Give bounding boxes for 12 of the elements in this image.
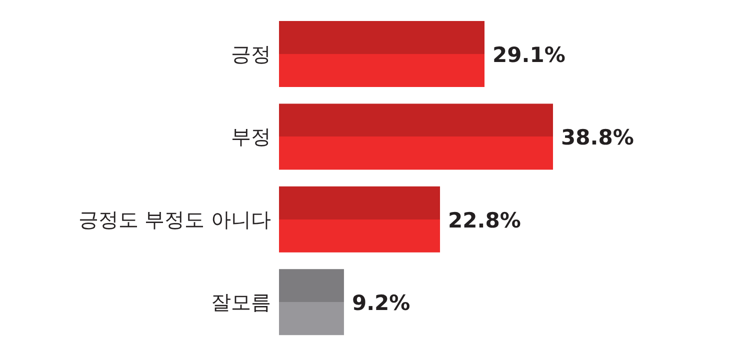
- bar: [279, 21, 484, 87]
- y-tick-label: 부정: [231, 124, 271, 149]
- y-tick-label: 긍정도 부정도 아니다: [78, 207, 271, 232]
- bar: [279, 186, 440, 252]
- bar: [279, 104, 553, 170]
- data-label: 29.1%: [492, 43, 566, 67]
- y-tick-label: 긍정: [231, 42, 271, 66]
- data-label: 22.8%: [448, 208, 521, 232]
- data-label: 38.8%: [561, 126, 634, 150]
- y-tick-label: 잘모름: [211, 290, 271, 314]
- data-label: 9.2%: [352, 291, 410, 316]
- bar: [279, 269, 344, 336]
